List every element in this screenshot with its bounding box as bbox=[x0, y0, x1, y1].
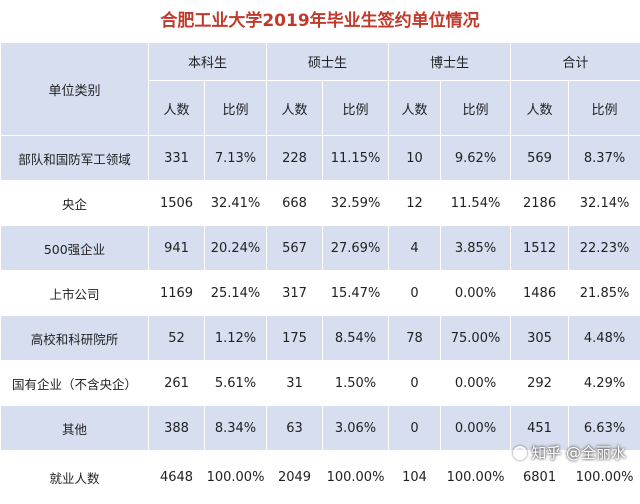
count-cell: 317 bbox=[267, 271, 323, 316]
ratio-cell: 11.54% bbox=[441, 181, 511, 226]
count-cell: 2186 bbox=[511, 181, 569, 226]
count-cell: 261 bbox=[149, 361, 205, 406]
ratio-cell: 1.50% bbox=[323, 361, 389, 406]
header-group-undergrad: 本科生 bbox=[149, 43, 267, 81]
ratio-cell: 32.14% bbox=[569, 181, 640, 226]
count-cell: 292 bbox=[511, 361, 569, 406]
count-cell: 78 bbox=[389, 316, 441, 361]
header-count: 人数 bbox=[511, 81, 569, 136]
ratio-cell: 8.34% bbox=[205, 406, 267, 451]
count-cell: 2049 bbox=[267, 451, 323, 504]
ratio-cell: 100.00% bbox=[441, 451, 511, 504]
placement-table: 单位类别 本科生 硕士生 博士生 合计 人数 比例 人数 比例 人数 比例 人数… bbox=[0, 42, 640, 504]
ratio-cell: 100.00% bbox=[323, 451, 389, 504]
watermark-text: 知乎 @全丽水 bbox=[531, 442, 626, 463]
header-group-doctor: 博士生 bbox=[389, 43, 511, 81]
header-count: 人数 bbox=[267, 81, 323, 136]
ratio-cell: 15.47% bbox=[323, 271, 389, 316]
count-cell: 12 bbox=[389, 181, 441, 226]
page-title: 合肥工业大学2019年毕业生签约单位情况 bbox=[0, 0, 640, 42]
watermark-logo-icon bbox=[513, 446, 527, 460]
count-cell: 0 bbox=[389, 361, 441, 406]
ratio-cell: 27.69% bbox=[323, 226, 389, 271]
count-cell: 388 bbox=[149, 406, 205, 451]
watermark: 知乎 @全丽水 bbox=[513, 442, 626, 463]
ratio-cell: 22.23% bbox=[569, 226, 640, 271]
ratio-cell: 4.29% bbox=[569, 361, 640, 406]
count-cell: 4 bbox=[389, 226, 441, 271]
ratio-cell: 1.12% bbox=[205, 316, 267, 361]
count-cell: 0 bbox=[389, 271, 441, 316]
ratio-cell: 21.85% bbox=[569, 271, 640, 316]
header-ratio: 比例 bbox=[569, 81, 640, 136]
ratio-cell: 20.24% bbox=[205, 226, 267, 271]
count-cell: 228 bbox=[267, 136, 323, 181]
row-category: 部队和国防军工领域 bbox=[1, 136, 149, 181]
ratio-cell: 3.85% bbox=[441, 226, 511, 271]
ratio-cell: 0.00% bbox=[441, 406, 511, 451]
ratio-cell: 8.54% bbox=[323, 316, 389, 361]
header-group-total: 合计 bbox=[511, 43, 640, 81]
ratio-cell: 7.13% bbox=[205, 136, 267, 181]
header-count: 人数 bbox=[149, 81, 205, 136]
row-category: 500强企业 bbox=[1, 226, 149, 271]
header-category: 单位类别 bbox=[1, 43, 149, 136]
count-cell: 0 bbox=[389, 406, 441, 451]
ratio-cell: 32.59% bbox=[323, 181, 389, 226]
header-count: 人数 bbox=[389, 81, 441, 136]
header-ratio: 比例 bbox=[205, 81, 267, 136]
ratio-cell: 9.62% bbox=[441, 136, 511, 181]
count-cell: 4648 bbox=[149, 451, 205, 504]
row-category: 国有企业（不含央企） bbox=[1, 361, 149, 406]
header-ratio: 比例 bbox=[441, 81, 511, 136]
count-cell: 305 bbox=[511, 316, 569, 361]
ratio-cell: 4.48% bbox=[569, 316, 640, 361]
ratio-cell: 8.37% bbox=[569, 136, 640, 181]
ratio-cell: 0.00% bbox=[441, 271, 511, 316]
row-category: 央企 bbox=[1, 181, 149, 226]
count-cell: 31 bbox=[267, 361, 323, 406]
ratio-cell: 25.14% bbox=[205, 271, 267, 316]
ratio-cell: 11.15% bbox=[323, 136, 389, 181]
count-cell: 567 bbox=[267, 226, 323, 271]
count-cell: 1169 bbox=[149, 271, 205, 316]
count-cell: 1512 bbox=[511, 226, 569, 271]
count-cell: 52 bbox=[149, 316, 205, 361]
header-ratio: 比例 bbox=[323, 81, 389, 136]
count-cell: 10 bbox=[389, 136, 441, 181]
ratio-cell: 100.00% bbox=[205, 451, 267, 504]
count-cell: 668 bbox=[267, 181, 323, 226]
header-group-master: 硕士生 bbox=[267, 43, 389, 81]
count-cell: 941 bbox=[149, 226, 205, 271]
count-cell: 175 bbox=[267, 316, 323, 361]
ratio-cell: 5.61% bbox=[205, 361, 267, 406]
row-category: 就业人数 bbox=[1, 451, 149, 504]
row-category: 其他 bbox=[1, 406, 149, 451]
count-cell: 331 bbox=[149, 136, 205, 181]
ratio-cell: 75.00% bbox=[441, 316, 511, 361]
row-category: 上市公司 bbox=[1, 271, 149, 316]
count-cell: 104 bbox=[389, 451, 441, 504]
count-cell: 1486 bbox=[511, 271, 569, 316]
ratio-cell: 32.41% bbox=[205, 181, 267, 226]
ratio-cell: 0.00% bbox=[441, 361, 511, 406]
count-cell: 1506 bbox=[149, 181, 205, 226]
count-cell: 569 bbox=[511, 136, 569, 181]
ratio-cell: 3.06% bbox=[323, 406, 389, 451]
row-category: 高校和科研院所 bbox=[1, 316, 149, 361]
count-cell: 63 bbox=[267, 406, 323, 451]
